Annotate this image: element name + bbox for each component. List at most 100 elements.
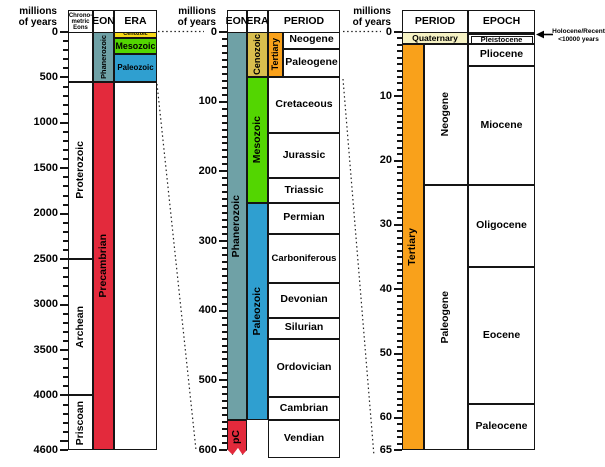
scale-minor-tick: [397, 403, 402, 406]
header-eon: EON: [226, 10, 248, 34]
scale-major-tick: [219, 240, 227, 242]
scale-minor-tick: [222, 246, 227, 249]
seg-label: Devonian: [280, 293, 328, 306]
seg-label: Paleozoic: [117, 63, 154, 73]
scale-tick-label: 2500: [33, 252, 58, 265]
scale-tick-label: 300: [198, 234, 217, 247]
scale-minor-tick: [222, 400, 227, 403]
scale-minor-tick: [222, 58, 227, 61]
scale-tick-label: 4000: [33, 388, 58, 401]
scale-minor-tick: [63, 367, 68, 370]
scale-minor-tick: [397, 230, 402, 233]
scale-major-tick: [394, 159, 402, 162]
seg-label: Pliocene: [479, 47, 524, 60]
seg-epoch-paleocene: Paleocene: [468, 403, 535, 450]
scale-minor-tick: [222, 288, 227, 291]
scale-minor-tick: [63, 376, 68, 379]
scale-minor-tick: [63, 358, 68, 361]
scale-minor-tick: [222, 323, 227, 326]
scale-major-tick: [60, 394, 68, 397]
scale-minor-tick: [222, 281, 227, 284]
scale-major-tick: [394, 95, 402, 98]
scale-minor-tick: [397, 275, 402, 278]
seg-label: Paleogene: [285, 56, 338, 69]
scale-minor-tick: [222, 233, 227, 236]
scale-minor-tick: [397, 63, 402, 66]
dotted-expansion-right: [342, 78, 375, 457]
scale-minor-tick: [63, 85, 68, 88]
seg-era-cenozoic: Cenozoic: [247, 32, 268, 78]
scale-minor-tick: [63, 158, 68, 161]
scale-major-tick: [60, 167, 68, 170]
scale-minor-tick: [222, 72, 227, 75]
holocene-annotation-line1: Holocene/Recent: [552, 28, 605, 35]
scale-major-tick: [60, 76, 68, 79]
seg-label: Ordovician: [276, 360, 332, 373]
seg-label: Triassic: [284, 183, 324, 196]
scale-minor-tick: [63, 230, 68, 233]
scale-minor-tick: [397, 391, 402, 394]
scale-minor-tick: [397, 101, 402, 104]
seg-era-cell: [114, 81, 157, 450]
seg-period-full-permian: Permian: [268, 202, 340, 235]
seg-label: Jurassic: [282, 148, 326, 161]
axis-unit-label: millions of years: [177, 6, 216, 29]
axis-unit-label: millions of years: [18, 6, 57, 29]
scale-minor-tick: [397, 178, 402, 181]
scale-tick-label: 200: [198, 164, 217, 177]
seg-label: Tertiary: [270, 38, 281, 71]
scale-minor-tick: [397, 320, 402, 323]
scale-minor-tick: [397, 108, 402, 111]
scale-minor-tick: [222, 219, 227, 222]
scale-tick-label: 1000: [33, 116, 58, 129]
scale-minor-tick: [63, 385, 68, 388]
scale-minor-tick: [63, 194, 68, 197]
seg-label: Vendian: [283, 431, 325, 444]
scale-minor-tick: [222, 177, 227, 180]
scale-minor-tick: [222, 414, 227, 417]
scale-minor-tick: [222, 107, 227, 110]
scale-minor-tick: [397, 43, 402, 46]
scale-tick-label: 20: [379, 154, 392, 167]
scale-minor-tick: [63, 67, 68, 70]
scale-minor-tick: [63, 267, 68, 270]
scale-minor-tick: [222, 86, 227, 89]
seg-chrono-proterozoic: Proterozoic: [68, 81, 93, 260]
scale-minor-tick: [63, 312, 68, 315]
seg-period-full-vendian: Vendian: [268, 420, 340, 458]
scale-minor-tick: [397, 313, 402, 316]
scale-minor-tick: [397, 198, 402, 201]
scale-major-tick: [219, 31, 227, 33]
header-period: PERIOD: [402, 10, 468, 34]
scale-minor-tick: [397, 423, 402, 426]
scale-tick-label: 500: [39, 70, 58, 83]
seg-period-full-ordovician: Ordovician: [268, 338, 340, 398]
scale-minor-tick: [397, 442, 402, 445]
seg-label: Carboniferous: [271, 252, 337, 264]
seg-period-paleogene: Paleogene: [283, 48, 340, 78]
seg-epoch-miocene: Miocene: [468, 66, 535, 186]
header-era: ERA: [114, 10, 157, 34]
scale-minor-tick: [222, 184, 227, 187]
scale-minor-tick: [222, 421, 227, 424]
seg-period-full-silurian: Silurian: [268, 317, 340, 339]
seg-label: Cretaceous: [275, 98, 333, 111]
scale-major-tick: [394, 449, 402, 451]
scale-minor-tick: [222, 442, 227, 445]
seg-eon-phanerozoic: Phanerozoic: [227, 32, 247, 421]
scale-minor-tick: [63, 403, 68, 406]
holocene-annotation-line2: <10000 years: [558, 35, 599, 43]
seg-period-full-cambrian: Cambrian: [268, 397, 340, 421]
scale-minor-tick: [63, 240, 68, 242]
seg-label: Proterozoic: [73, 141, 86, 200]
header-period: PERIOD: [268, 10, 340, 34]
seg-label: Mesozoic: [250, 116, 263, 164]
seg-epoch-pliocene: Pliocene: [468, 43, 535, 67]
scale-tick-label: 65: [379, 443, 392, 456]
scale-minor-tick: [222, 407, 227, 410]
scale-major-tick: [60, 31, 68, 33]
seg-period-full-cretaceous: Cretaceous: [268, 77, 340, 133]
axis-unit-label: millions of years: [352, 6, 391, 29]
scale-major-tick: [60, 449, 68, 451]
